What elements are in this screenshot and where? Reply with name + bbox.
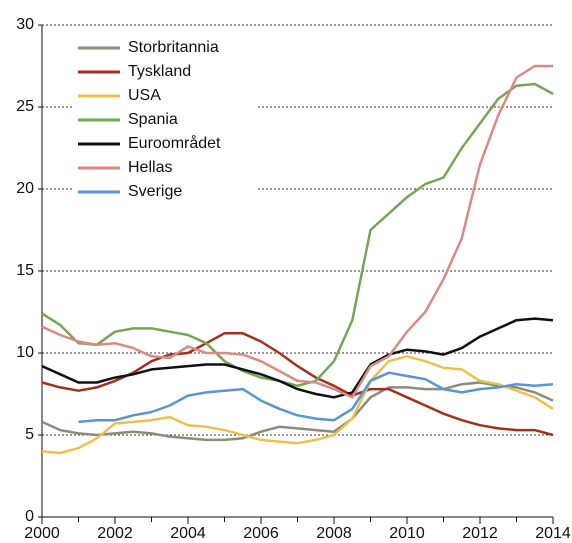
x-tick-label: 2000 [24,525,60,542]
series-line [41,355,554,455]
y-tick-label: 5 [25,426,34,443]
x-tick-label: 2004 [170,525,206,542]
y-tick-label: 20 [16,180,34,197]
legend-label: Spania [128,111,178,128]
x-tick-label: 2012 [462,525,498,542]
legend-label: Tyskland [128,63,191,80]
legend-label: Hellas [128,159,172,176]
series-line [78,371,554,424]
x-tick-label: 2006 [243,525,279,542]
series-line [41,64,553,399]
legend-label: USA [128,87,161,104]
series-line [41,82,554,388]
series-line [41,381,554,442]
x-tick-label: 2008 [316,525,352,542]
x-tick-label: 2010 [389,525,425,542]
y-tick-label: 0 [25,508,34,525]
legend-label: Euroområdet [128,134,221,152]
legend-label: Storbritannia [128,39,219,56]
x-tick-label: 2002 [97,525,133,542]
series-line [41,317,554,399]
y-tick-label: 30 [16,16,34,33]
x-tick-label: 2014 [535,525,571,542]
y-tick-label: 15 [16,262,34,279]
y-tick-label: 25 [16,98,34,115]
legend-label: Sverige [128,183,182,200]
y-tick-label: 10 [16,344,34,361]
